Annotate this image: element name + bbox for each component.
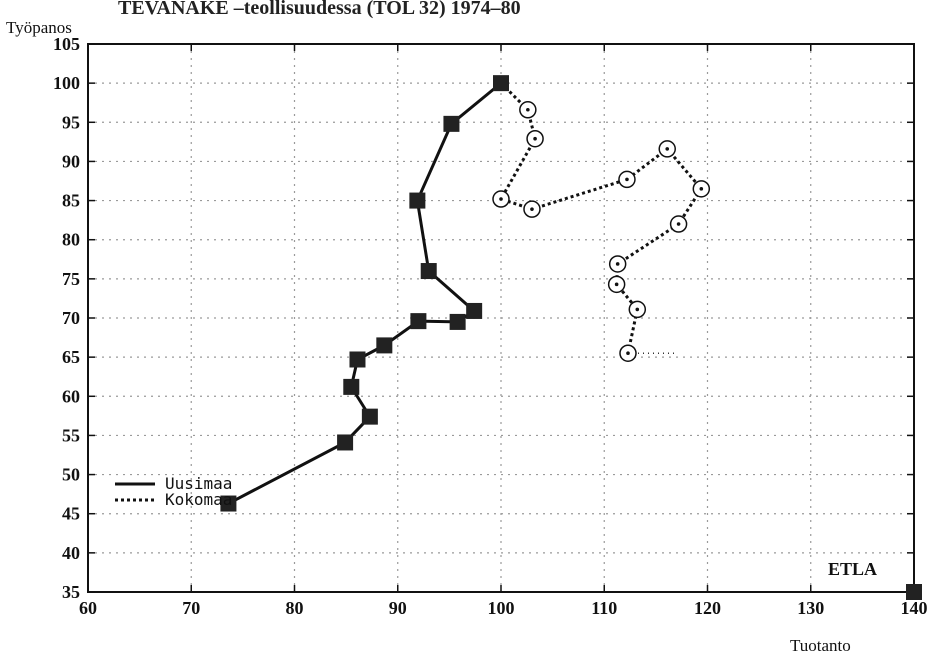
data-point-kokomaa-dot	[615, 262, 620, 266]
grid-lines	[88, 44, 914, 592]
data-point-kokomaa-dot	[676, 222, 681, 226]
x-tick-label: 140	[901, 598, 928, 618]
x-axis-title: Tuotanto	[790, 636, 851, 655]
data-point-kokomaa	[608, 255, 627, 273]
data-point-kokomaa-dot	[635, 307, 640, 312]
data-point-kokomaa	[618, 170, 636, 189]
y-tick-label: 90	[62, 151, 80, 171]
data-point-kokomaa-dot	[533, 136, 537, 141]
data-point-kokomaa	[526, 129, 544, 148]
tick-labels: 35 40 45 50 55 60 65 70 75 80 85 90 95 100 105 60 70 80 90…	[53, 34, 928, 618]
y-tick-label: 40	[62, 543, 80, 563]
data-point-kokomaa	[523, 200, 541, 218]
x-tick-label: 130	[797, 598, 824, 618]
data-point-uusimaa	[420, 263, 437, 280]
data-point-uusimaa	[443, 115, 460, 132]
data-point-kokomaa	[692, 180, 711, 198]
y-tick-label: 80	[62, 230, 80, 250]
data-point-uusimaa	[410, 313, 427, 330]
y-tick-label: 50	[62, 465, 80, 485]
legend-label-kokomaa: Kokomaa	[165, 490, 232, 509]
etla-logo: ETLA	[828, 559, 877, 579]
data-point-uusimaa	[493, 75, 509, 92]
x-tick-label: 90	[389, 598, 407, 618]
x-tick-label: 70	[182, 598, 200, 618]
data-point-kokomaa	[628, 300, 647, 319]
data-point-uusimaa	[449, 313, 466, 330]
x-tick-label: 100	[488, 598, 515, 618]
y-tick-label: 60	[62, 386, 80, 406]
y-tick-label: 75	[62, 269, 80, 289]
y-tick-label: 65	[62, 347, 80, 367]
legend: Uusimaa Kokomaa	[115, 474, 232, 509]
x-tick-label: 60	[79, 598, 97, 618]
corner-marker	[906, 584, 922, 600]
y-tick-label: 100	[53, 73, 80, 93]
data-point-uusimaa	[376, 337, 393, 354]
data-point-kokomaa	[658, 140, 676, 158]
y-tick-label: 35	[62, 582, 80, 602]
data-point-kokomaa-dot	[526, 107, 530, 112]
data-point-kokomaa	[519, 101, 537, 119]
data-point-uusimaa	[337, 434, 354, 451]
data-point-kokomaa	[669, 215, 688, 233]
data-point-kokomaa-dot	[626, 351, 630, 356]
series-line-uusimaa	[227, 81, 502, 505]
data-point-uusimaa	[409, 192, 426, 209]
data-point-kokomaa-dot	[614, 282, 619, 287]
data-point-kokomaa-dot	[499, 197, 503, 201]
data-point-kokomaa-dot	[625, 177, 629, 182]
data-point-kokomaa-dot	[530, 207, 534, 211]
data-point-uusimaa	[343, 378, 360, 395]
series-layer	[220, 75, 922, 600]
legend-label-uusimaa: Uusimaa	[165, 474, 232, 493]
data-point-uusimaa	[349, 351, 366, 368]
data-point-uusimaa	[220, 495, 237, 512]
data-point-uusimaa	[361, 408, 378, 425]
data-point-kokomaa	[619, 344, 637, 362]
y-tick-label: 45	[62, 504, 80, 524]
y-axis-title: Työpanos	[6, 18, 72, 37]
y-tick-label: 85	[62, 191, 80, 211]
y-tick-label: 55	[62, 425, 80, 445]
data-point-kokomaa	[607, 275, 626, 294]
data-point-kokomaa	[492, 190, 510, 208]
y-tick-label: 70	[62, 308, 80, 328]
x-tick-label: 110	[591, 598, 617, 618]
chart-title: TEVANAKE –teollisuudessa (TOL 32) 1974–8…	[118, 0, 521, 19]
data-point-kokomaa-dot	[665, 147, 670, 151]
y-tick-label: 105	[53, 34, 80, 54]
x-tick-label: 80	[286, 598, 304, 618]
y-tick-label: 95	[62, 112, 80, 132]
data-point-kokomaa-dot	[699, 187, 704, 191]
data-point-uusimaa	[466, 302, 483, 319]
series-line-kokomaa	[498, 82, 704, 354]
x-tick-label: 120	[694, 598, 721, 618]
